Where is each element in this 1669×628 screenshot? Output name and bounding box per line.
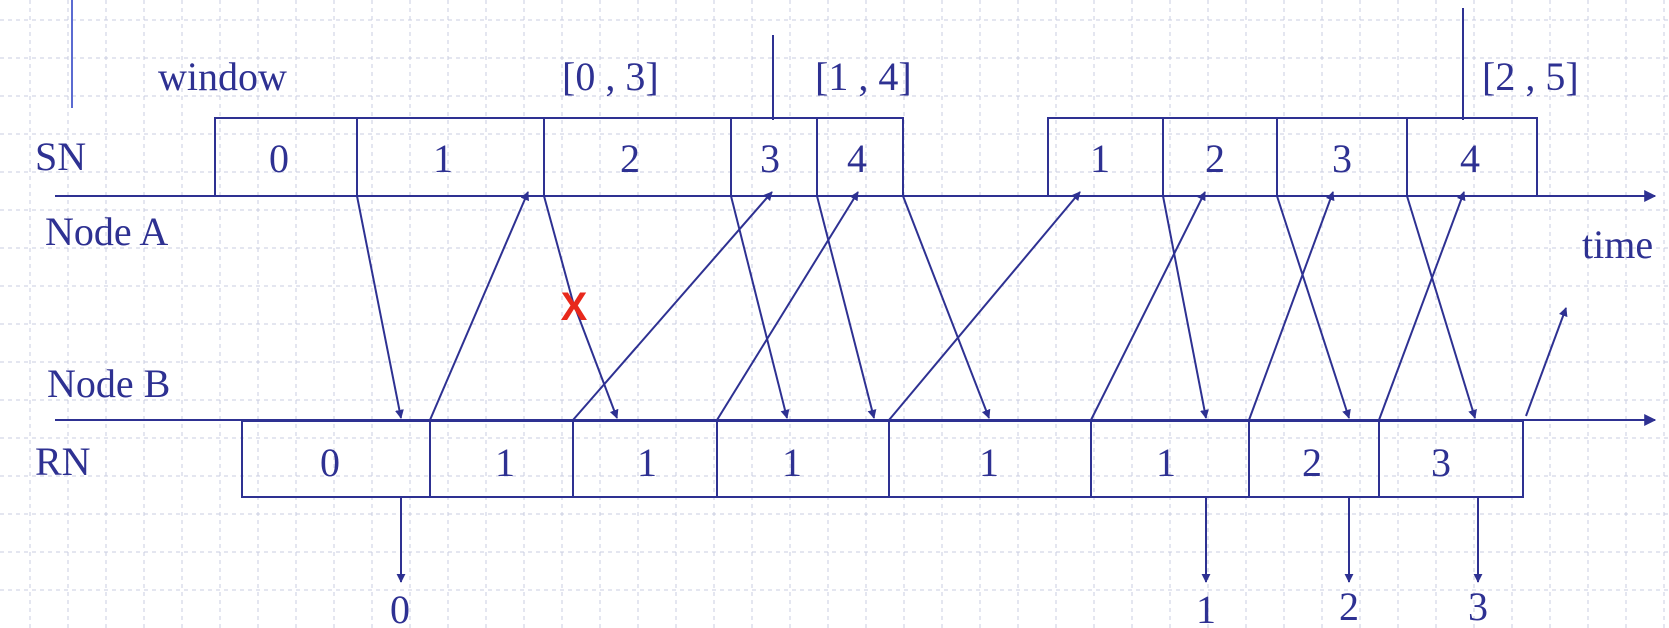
rn-value: 1 — [782, 440, 802, 485]
rn-value: 2 — [1302, 440, 1322, 485]
rn-value: 1 — [495, 440, 515, 485]
rn-box: 1 — [716, 420, 890, 498]
sn-box: 1 — [1047, 117, 1164, 197]
feedback-arrow — [1525, 307, 1568, 417]
sn-box: 4 — [1406, 117, 1538, 197]
sn-value: 1 — [433, 136, 453, 181]
sn-box: 1 — [356, 117, 545, 197]
feedback-arrow — [429, 191, 529, 421]
sn-value: 2 — [620, 136, 640, 181]
sn-value: 4 — [1460, 136, 1480, 181]
packet-arrow — [730, 195, 790, 419]
packet-arrow — [1162, 195, 1209, 419]
rn-box: 1 — [888, 420, 1092, 498]
delivered-packet-label: 1 — [1196, 587, 1216, 628]
rn-value: 1 — [979, 440, 999, 485]
sn-value: 4 — [847, 136, 867, 181]
sn-value: 2 — [1205, 136, 1225, 181]
sn-value: 1 — [1090, 136, 1110, 181]
sn-box: 3 — [1276, 117, 1408, 197]
feedback-arrow — [1248, 191, 1335, 421]
packet-arrow — [356, 195, 404, 419]
feedback-arrow — [716, 191, 859, 421]
packet-loss-mark: X — [561, 285, 588, 329]
packet-arrow — [1406, 195, 1477, 419]
data-packet-arrows — [356, 195, 1477, 419]
rn-value: 0 — [320, 440, 340, 485]
packet-arrow — [1276, 195, 1351, 419]
packet-arrow — [572, 301, 619, 419]
rn-box: 1 — [429, 420, 574, 498]
delivered-packet-label: 2 — [1339, 584, 1359, 628]
rn-feedback-arrows — [429, 191, 1568, 421]
feedback-arrow — [572, 191, 773, 421]
feedback-arrow — [1090, 191, 1206, 421]
rn-value: 3 — [1431, 440, 1451, 485]
sn-sequence-row: 0 1 2 3 4 1 2 3 4 — [214, 117, 1538, 197]
rn-box: 3 — [1378, 420, 1524, 498]
sn-label: SN — [35, 134, 86, 179]
sn-value: 0 — [269, 136, 289, 181]
packet-arrow — [902, 195, 991, 419]
packet-delivery: 0 1 2 3 — [390, 497, 1488, 628]
node-b-label: Node B — [47, 361, 170, 406]
sn-value: 3 — [1332, 136, 1352, 181]
sn-box: 3 — [730, 117, 818, 197]
feedback-arrow — [888, 191, 1081, 421]
sn-box: 4 — [816, 117, 904, 197]
rn-box: 0 — [241, 420, 431, 498]
time-label: time — [1582, 222, 1653, 267]
rn-box: 1 — [572, 420, 718, 498]
rn-value: 1 — [637, 440, 657, 485]
delivered-packet-label: 3 — [1468, 584, 1488, 628]
rn-label: RN — [35, 439, 91, 484]
rn-sequence-row: 0 1 1 1 1 1 2 3 — [241, 420, 1524, 498]
rn-value: 1 — [1156, 440, 1176, 485]
node-a-label: Node A — [45, 209, 168, 254]
lost-packet-arrow — [543, 195, 574, 303]
sn-value: 3 — [760, 136, 780, 181]
packet-arrow — [816, 195, 877, 419]
delivered-packet-label: 0 — [390, 587, 410, 628]
feedback-arrow — [1378, 191, 1466, 421]
sn-box: 2 — [1162, 117, 1278, 197]
sn-box: 0 — [214, 117, 358, 197]
window-annotation-1-4: [1 , 4] — [815, 54, 912, 99]
window-annotation-2-5: [2 , 5] — [1482, 54, 1579, 99]
window-label: window — [158, 54, 287, 99]
window-annotation-0-3: [0 , 3] — [562, 54, 659, 99]
